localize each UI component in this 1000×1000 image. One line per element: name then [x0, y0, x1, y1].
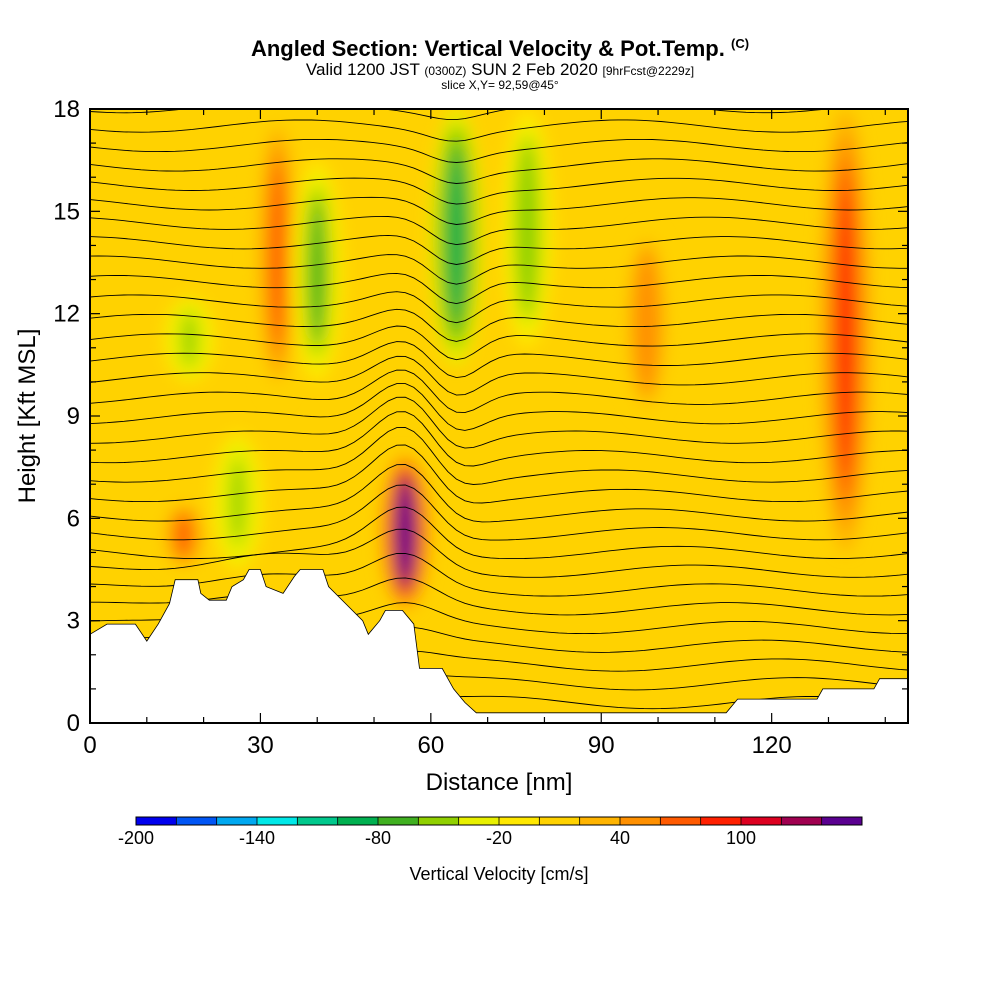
- y-tick-label: 6: [67, 505, 80, 532]
- y-tick-label: 9: [67, 403, 80, 430]
- theta-contour-line: [90, 119, 908, 142]
- colorbar-swatch: [821, 817, 862, 825]
- updraft-core: [838, 188, 853, 473]
- y-tick-label: 0: [67, 710, 80, 737]
- theta-contour-line: [90, 158, 908, 184]
- x-tick-label: 90: [588, 732, 615, 759]
- colorbar-tick-label: 40: [610, 828, 630, 848]
- axes: 0 30 60 90 120 0 3 6 9 12 15 18: [53, 96, 908, 759]
- theta-contour-line: [90, 325, 908, 361]
- updraft-core: [398, 481, 413, 583]
- y-tick-label: 15: [53, 198, 80, 225]
- theta-contour-line: [90, 234, 908, 265]
- y-tick-label: 3: [67, 608, 80, 635]
- theta-contour-line: [90, 355, 908, 396]
- colorbar-tick-label: -80: [365, 828, 391, 848]
- y-tick-label: 18: [53, 96, 80, 123]
- downdraft-core: [230, 457, 245, 545]
- colorbar-swatch: [539, 817, 580, 825]
- colorbar-tick-label: -20: [486, 828, 512, 848]
- y-tick-label: 12: [53, 301, 80, 328]
- theta-contour-line: [90, 552, 908, 597]
- theta-contour-line: [90, 272, 908, 305]
- colorbar-swatch: [620, 817, 661, 825]
- updraft-core: [639, 262, 654, 383]
- theta-contour-line: [90, 291, 908, 324]
- theta-contour-line: [90, 464, 908, 523]
- x-tick-label: 30: [247, 732, 274, 759]
- theta-contour-line: [90, 254, 908, 285]
- colorbar-swatch: [418, 817, 459, 825]
- theta-contour-line: [90, 396, 908, 449]
- colorbar-swatch: [499, 817, 540, 825]
- x-tick-label: 120: [752, 732, 792, 759]
- theta-contours: [90, 109, 908, 710]
- theta-contour-line: [90, 196, 908, 225]
- colorbar-swatch: [297, 817, 338, 825]
- theta-contour-line: [90, 383, 908, 431]
- colorbar-swatch: [579, 817, 620, 825]
- theta-contour-line: [90, 138, 908, 163]
- colorbar-swatch: [136, 817, 177, 825]
- colorbar-swatch: [257, 817, 298, 825]
- theta-contour-line: [90, 484, 908, 541]
- x-axis-label: Distance [nm]: [426, 769, 573, 796]
- colorbar: -200 -140 -80 -20 40 100: [118, 816, 863, 848]
- colorbar-swatch: [337, 817, 378, 825]
- colorbar-swatch: [700, 817, 741, 825]
- chart-title: Angled Section: Vertical Velocity & Pot.…: [250, 36, 750, 61]
- colorbar-swatch: [660, 817, 701, 825]
- theta-contour-line: [90, 369, 908, 414]
- colorbar-swatch: [741, 817, 782, 825]
- terrain-mask: [89, 569, 909, 724]
- x-tick-label: 0: [83, 732, 96, 759]
- theta-contour-line: [90, 411, 908, 467]
- chart-subtitle: Valid 1200 JST (0300Z) SUN 2 Feb 2020 [9…: [305, 60, 695, 79]
- colorbar-tick-label: -140: [239, 828, 275, 848]
- colorbar-swatch: [216, 817, 257, 825]
- theta-contour-line: [90, 308, 908, 342]
- colorbar-tick-label: -200: [118, 828, 154, 848]
- colorbar-frame: [135, 816, 863, 826]
- theta-contour-line: [90, 427, 908, 485]
- theta-contour-line: [90, 341, 908, 379]
- colorbar-swatch: [458, 817, 499, 825]
- theta-contour-line: [90, 506, 908, 560]
- theta-contour-line: [90, 528, 908, 578]
- downdraft-core: [520, 151, 535, 305]
- colorbar-swatch: [781, 817, 822, 825]
- slice-info: slice X,Y= 92,59@45°: [441, 78, 559, 92]
- colorbar-swatch: [176, 817, 217, 825]
- updraft-core: [176, 513, 191, 558]
- theta-contour-line: [90, 177, 908, 205]
- colorbar-label: Vertical Velocity [cm/s]: [409, 864, 588, 884]
- downdraft-core: [449, 155, 464, 319]
- downdraft-core: [182, 311, 197, 367]
- colorbar-tick-label: 100: [726, 828, 756, 848]
- theta-contour-line: [90, 444, 908, 504]
- theta-contour-line: [90, 577, 908, 616]
- y-axis-label: Height [Kft MSL]: [14, 329, 41, 504]
- updraft-core: [270, 161, 285, 347]
- colorbar-swatch: [378, 817, 419, 825]
- theta-contour-line: [90, 215, 908, 246]
- x-tick-label: 60: [417, 732, 444, 759]
